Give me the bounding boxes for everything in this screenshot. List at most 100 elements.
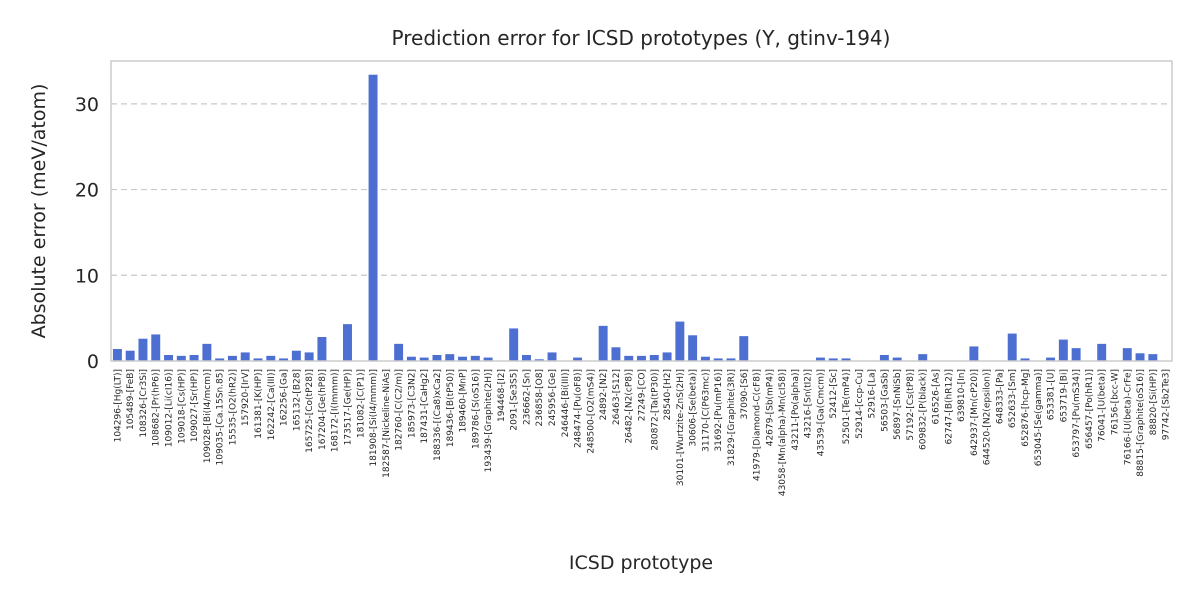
bar: [649, 355, 659, 361]
x-tick-label: 15535-[O2(hR2)]: [228, 369, 238, 445]
x-tick-label: 652876-[hcp-Mg]: [1021, 369, 1031, 447]
x-tick-label: 43211-[Po(alpha)]: [791, 369, 801, 450]
x-tick-label: 653045-[Se(gamma)]: [1034, 369, 1044, 466]
y-tick-label: 20: [75, 180, 99, 202]
x-tick-label: 157920-[IrV]: [241, 369, 251, 426]
x-tick-label: 52916-[La]: [868, 369, 878, 418]
bar: [253, 358, 263, 361]
x-tick-label: 76166-[U(beta)-CrFe]: [1123, 369, 1133, 465]
x-tick-label: 97742-[Sb2Te3]: [1162, 369, 1172, 440]
x-tick-label: 245956-[Ge]: [548, 369, 558, 426]
bar: [547, 352, 557, 361]
x-tick-label: 639810-[In]: [957, 369, 967, 422]
x-axis-label: ICSD prototype: [569, 552, 713, 574]
x-tick-label: 105489-[FeB]: [126, 369, 136, 430]
x-tick-label: 187431-[CaHg2]: [420, 369, 430, 444]
x-tick-label: 193439-[Graphite(2H)]: [484, 369, 494, 472]
bar: [176, 355, 186, 361]
bar: [611, 347, 621, 361]
x-tick-label: 652633-[Sm]: [1008, 369, 1018, 428]
x-tick-label: 653381-[U]: [1047, 369, 1057, 420]
bar: [573, 357, 583, 361]
x-tick-label: 52412-[Sc]: [829, 369, 839, 419]
chart-title: Prediction error for ICSD prototypes (Y,…: [392, 26, 891, 50]
x-tick-label: 185973-[C3N2]: [407, 369, 417, 438]
bar: [419, 357, 429, 361]
bar: [637, 355, 646, 361]
x-tick-label: 31170-[C(P63mc)]: [701, 369, 711, 452]
bar: [317, 337, 327, 361]
bar: [662, 352, 672, 361]
bar: [713, 358, 723, 361]
bar: [1148, 354, 1158, 361]
bar: [828, 358, 838, 361]
bar: [892, 357, 902, 361]
bar: [521, 355, 531, 361]
x-tick-label: 76156-[bcc-W]: [1110, 369, 1120, 435]
x-tick-label: 41979-[Diamond-C(cF8)]: [753, 369, 763, 481]
x-tick-label: 181082-[C(P1)]: [356, 369, 366, 438]
x-tick-label: 246446-[Bi(III)]: [561, 369, 571, 437]
x-tick-label: 57192-[Cs(tP8)]: [906, 369, 916, 441]
bar: [841, 358, 851, 361]
bar: [138, 338, 148, 361]
bar: [432, 355, 442, 361]
x-tick-label: 109018-[Cs(HP)]: [177, 369, 187, 444]
x-tick-label: 109012-[Li(cI16)]: [165, 369, 175, 447]
y-axis-ticks: 0 10 20 30: [75, 94, 99, 373]
x-tick-label: 161381-[K(HP)]: [254, 369, 264, 439]
x-tick-label: 165725-[Co(tP28)]: [305, 369, 315, 453]
x-tick-label: 24892-[N2]: [599, 369, 609, 420]
x-tick-label: 194468-[I2]: [497, 369, 507, 422]
bar: [291, 350, 301, 361]
bar: [1058, 339, 1068, 361]
x-tick-label: 56897-[SnNiSb]: [893, 369, 903, 440]
x-tick-label: 26482-[N2(cP8)]: [625, 369, 635, 443]
bar: [1046, 357, 1056, 361]
x-tick-label: 31692-[Pu(mP16)]: [714, 369, 724, 452]
bar: [815, 357, 825, 361]
x-tick-label: 644520-[N2(epsilon)]: [983, 369, 993, 465]
bar: [266, 355, 276, 361]
x-tick-label: 62747-[B(hR12)]: [944, 369, 954, 445]
bar: [598, 325, 608, 361]
y-tick-label: 30: [75, 94, 99, 116]
x-tick-label: 43539-[Ga(Cmcm)]: [816, 369, 826, 456]
x-tick-label: 616526-[As]: [932, 369, 942, 424]
bar: [483, 357, 493, 361]
x-tick-label: 37090-[S6]: [740, 369, 750, 419]
bar: [739, 336, 749, 361]
x-tick-label: 656457-[Po(hR1)]: [1085, 369, 1095, 449]
bar: [394, 343, 404, 361]
x-tick-label: 648333-[Pa]: [995, 369, 1005, 424]
bar: [1020, 358, 1030, 361]
bar: [879, 355, 889, 361]
x-tick-label: 42679-[Sb(mP4)]: [765, 369, 775, 446]
x-tick-label: 182587-[Nickeline-NiAs]: [382, 369, 392, 478]
y-tick-label: 10: [75, 265, 99, 287]
bar: [189, 355, 199, 361]
bar: [624, 355, 634, 361]
bar: [227, 355, 237, 361]
x-tick-label: 236858-[O8]: [535, 369, 545, 426]
x-tick-label: 43216-[Sn(tI2)]: [804, 369, 814, 438]
x-tick-label: 109035-[Ca.15Sn.85]: [216, 369, 226, 465]
x-axis-ticks: 104296-[Hg(LT)] 105489-[FeB] 108326-[Cr3Si…: [113, 369, 1171, 496]
x-tick-label: 168172-[I(Immm)]: [331, 369, 341, 452]
x-tick-label: 280872-[Ta(tP30)]: [650, 369, 660, 451]
x-tick-label: 2091-[Se3S5]: [510, 369, 520, 431]
bar: [675, 321, 685, 361]
x-tick-label: 108682-[Pr(hP6)]: [152, 369, 162, 446]
bar: [509, 328, 519, 361]
bar: [1097, 343, 1107, 361]
x-tick-label: 109027-[Sr(HP)]: [190, 369, 200, 442]
x-tick-label: 189460-[MnP]: [459, 369, 469, 433]
x-tick-label: 609832-[P(black)]: [919, 369, 929, 450]
bar: [534, 359, 544, 361]
bar: [1122, 348, 1132, 361]
x-tick-label: 162256-[Ga]: [280, 369, 290, 426]
x-tick-label: 188336-[(Ca8)xCa2]: [433, 369, 443, 461]
bar: [202, 343, 212, 361]
bar: [164, 355, 173, 361]
